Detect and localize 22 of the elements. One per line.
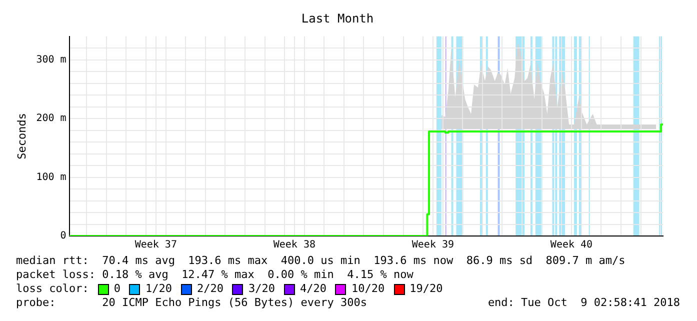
- y-tick-label: 300 m: [36, 54, 66, 66]
- y-tick-label: 100 m: [36, 172, 66, 183]
- legend-label: 10/20: [351, 282, 385, 296]
- legend-label: 3/20: [248, 282, 275, 296]
- legend-label: 19/20: [410, 282, 443, 296]
- x-tick-label: Week 40: [550, 240, 593, 251]
- legend-label: 1/20: [145, 282, 172, 296]
- legend-label: 4/20: [300, 282, 326, 296]
- text: probe: 20 ICMP Echo Pings (56 Bytes) every 300s: [16, 296, 367, 310]
- x-tick-label: Week 38: [273, 240, 316, 251]
- legend-label: 2/20: [196, 282, 224, 296]
- x-tick-label: Week 37: [134, 240, 177, 251]
- text: median rtt: 70.4 ms avg 193.6 ms max 400.0 us min 193.6 ms now 86.9 ms sd 809.7 m am/s: [16, 254, 626, 268]
- chart-title: Last Month: [301, 11, 374, 26]
- text: packet loss: 0.18 % avg 12.47 % max 0.00 % min 4.15 % now: [16, 268, 414, 282]
- text: end: Tue Oct 9 02:58:41 2018: [488, 296, 680, 310]
- y-tick-label: 0: [60, 230, 66, 242]
- x-tick-label: Week 39: [412, 240, 454, 251]
- y-axis-title: Seconds: [15, 113, 28, 160]
- legend-title: loss color:: [16, 282, 89, 296]
- legend-label: 0: [114, 282, 120, 296]
- y-tick-label: 200 m: [36, 113, 66, 124]
